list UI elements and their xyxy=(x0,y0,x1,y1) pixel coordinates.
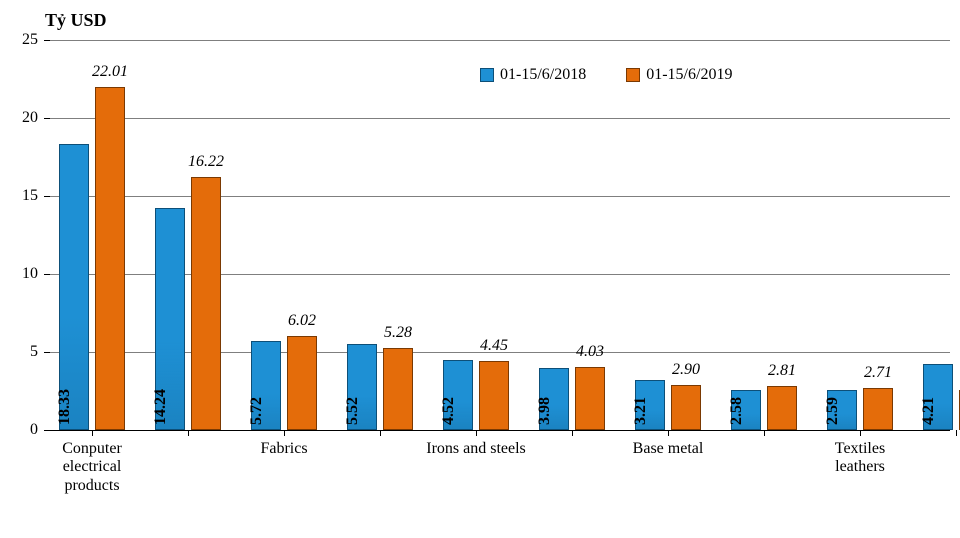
y-tick xyxy=(44,196,50,197)
legend-label: 01-15/6/2019 xyxy=(646,66,732,84)
bar-top-label-s2: 2.90 xyxy=(672,361,700,379)
y-tick-label: 25 xyxy=(0,31,38,49)
y-tick xyxy=(44,352,50,353)
bar-top-label-s2: 22.01 xyxy=(92,63,128,81)
y-tick xyxy=(44,430,50,431)
x-tick xyxy=(476,430,477,436)
bar-series2 xyxy=(575,367,605,430)
x-tick xyxy=(860,430,861,436)
x-tick xyxy=(572,430,573,436)
y-tick-label: 20 xyxy=(0,109,38,127)
y-tick xyxy=(44,118,50,119)
bar-series2 xyxy=(863,388,893,430)
grid-line xyxy=(50,274,950,275)
bar-series1: 2.59 xyxy=(827,390,857,430)
x-category-label: Irons and steels xyxy=(426,440,526,458)
bar-top-label-s2: 4.45 xyxy=(480,337,508,355)
bar-series1: 5.52 xyxy=(347,344,377,430)
bar-series2 xyxy=(671,385,701,430)
bar-series1: 4.21 xyxy=(923,364,953,430)
bar-series2 xyxy=(383,348,413,430)
x-category-label: Textiles leathers xyxy=(810,440,910,477)
grid-line xyxy=(50,196,950,197)
bar-value-label-s1: 4.21 xyxy=(920,397,938,425)
bar-value-label-s1: 18.33 xyxy=(56,389,74,425)
grid-line xyxy=(50,40,950,41)
bar-series2 xyxy=(95,87,125,430)
x-tick xyxy=(92,430,93,436)
bar-value-label-s1: 3.98 xyxy=(536,397,554,425)
legend-label: 01-15/6/2018 xyxy=(500,66,586,84)
bar-series1: 18.33 xyxy=(59,144,89,430)
y-tick-label: 5 xyxy=(0,343,38,361)
bar-value-label-s1: 2.59 xyxy=(824,397,842,425)
bar-series1: 2.58 xyxy=(731,390,761,430)
y-tick-label: 15 xyxy=(0,187,38,205)
bar-top-label-s2: 16.22 xyxy=(188,153,224,171)
bar-value-label-s1: 5.72 xyxy=(248,397,266,425)
bar-value-label-s1: 14.24 xyxy=(152,389,170,425)
x-tick xyxy=(764,430,765,436)
x-tick xyxy=(668,430,669,436)
y-tick-label: 0 xyxy=(0,421,38,439)
y-tick xyxy=(44,274,50,275)
bar-series2 xyxy=(287,336,317,430)
bar-series2 xyxy=(191,177,221,430)
bar-top-label-s2: 2.81 xyxy=(768,362,796,380)
x-tick xyxy=(284,430,285,436)
bar-top-label-s2: 4.03 xyxy=(576,343,604,361)
bar-value-label-s1: 4.52 xyxy=(440,397,458,425)
x-category-label: Base metal xyxy=(618,440,718,458)
y-axis-title: Tỷ USD xyxy=(45,10,107,31)
chart-legend: 01-15/6/2018 01-15/6/2019 xyxy=(480,66,732,84)
y-tick-label: 10 xyxy=(0,265,38,283)
legend-swatch xyxy=(626,68,640,82)
bar-series1: 14.24 xyxy=(155,208,185,430)
bar-series1: 3.98 xyxy=(539,368,569,430)
y-tick xyxy=(44,40,50,41)
x-tick xyxy=(380,430,381,436)
bar-series1: 3.21 xyxy=(635,380,665,430)
legend-swatch xyxy=(480,68,494,82)
bar-top-label-s2: 2.71 xyxy=(864,364,892,382)
bar-series1: 5.72 xyxy=(251,341,281,430)
bar-value-label-s1: 2.58 xyxy=(728,397,746,425)
bar-series2 xyxy=(767,386,797,430)
bar-series2 xyxy=(479,361,509,430)
bar-series1: 4.52 xyxy=(443,360,473,431)
plot-area: 18.33 14.24 5.72 5.52 4.52 3.98 3.21 2.58 2.59 4.… xyxy=(50,40,950,431)
x-tick xyxy=(956,430,957,436)
x-tick xyxy=(188,430,189,436)
legend-item: 01-15/6/2019 xyxy=(626,66,732,84)
chart-container: Tỷ USD 18.33 14.24 5.72 5.52 4.52 3.98 3.21 2.5… xyxy=(0,0,960,538)
bar-value-label-s1: 3.21 xyxy=(632,397,650,425)
bar-value-label-s1: 5.52 xyxy=(344,397,362,425)
x-category-label: Conputer electrical products xyxy=(42,440,142,495)
x-category-label: Fabrics xyxy=(234,440,334,458)
legend-item: 01-15/6/2018 xyxy=(480,66,586,84)
bar-top-label-s2: 6.02 xyxy=(288,312,316,330)
bar-top-label-s2: 5.28 xyxy=(384,324,412,342)
grid-line xyxy=(50,118,950,119)
